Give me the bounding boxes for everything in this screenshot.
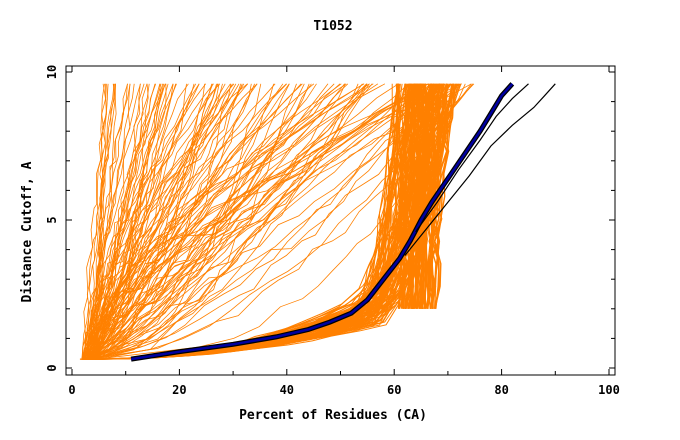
model-curve bbox=[85, 83, 242, 360]
model-curve bbox=[84, 83, 237, 360]
reference-curve-1 bbox=[404, 83, 556, 256]
model-curve bbox=[82, 83, 435, 360]
x-tick-label: 80 bbox=[494, 383, 508, 397]
highlighted-model-lines bbox=[130, 82, 556, 362]
model-curve bbox=[88, 83, 174, 360]
model-curve bbox=[405, 83, 421, 309]
model-curve bbox=[96, 83, 232, 360]
model-curve bbox=[82, 83, 145, 360]
x-tick-label: 40 bbox=[280, 383, 294, 397]
model-curve bbox=[88, 83, 156, 360]
model-curve bbox=[92, 83, 373, 360]
model-curve bbox=[89, 83, 148, 360]
y-axis-label: Distance Cutoff, A bbox=[20, 161, 35, 302]
x-tick-label: 100 bbox=[598, 383, 620, 397]
highlighted-curve bbox=[130, 82, 514, 361]
x-tick-label: 20 bbox=[172, 383, 186, 397]
y-tick-label: 5 bbox=[45, 216, 59, 223]
x-tick-label: 0 bbox=[68, 383, 75, 397]
model-curve bbox=[98, 83, 370, 360]
model-curve bbox=[81, 83, 367, 360]
model-curve bbox=[82, 83, 115, 360]
model-curve bbox=[96, 83, 472, 360]
model-curve bbox=[429, 83, 446, 309]
model-curve bbox=[81, 83, 108, 360]
model-curve bbox=[92, 83, 107, 360]
model-curve bbox=[94, 83, 169, 360]
model-curve bbox=[93, 83, 135, 360]
model-curve bbox=[91, 83, 460, 360]
model-curve bbox=[88, 83, 214, 360]
model-curve bbox=[95, 83, 235, 360]
model-curve bbox=[397, 83, 411, 309]
model-curve bbox=[82, 83, 416, 360]
model-curve bbox=[92, 83, 165, 360]
model-curve bbox=[96, 83, 346, 360]
model-curve bbox=[89, 83, 255, 360]
model-curve bbox=[96, 83, 345, 360]
model-curve bbox=[82, 83, 305, 360]
x-tick-label: 60 bbox=[387, 383, 401, 397]
y-tick-label: 10 bbox=[45, 65, 59, 79]
model-curve bbox=[94, 83, 258, 360]
reference-curve-2 bbox=[415, 83, 529, 233]
model-curve bbox=[404, 83, 422, 309]
model-curve bbox=[82, 83, 303, 360]
model-curve bbox=[91, 83, 310, 360]
model-curve bbox=[92, 83, 262, 360]
model-curve bbox=[99, 83, 149, 360]
model-curve bbox=[96, 83, 162, 360]
chart-title: T1052 bbox=[313, 19, 352, 34]
model-curve bbox=[89, 83, 290, 360]
model-curve bbox=[93, 83, 220, 360]
model-curve bbox=[90, 83, 315, 360]
model-curve bbox=[418, 83, 432, 309]
model-curve bbox=[426, 83, 441, 309]
model-curve bbox=[95, 83, 409, 360]
background-model-lines bbox=[79, 83, 475, 360]
model-curve bbox=[406, 83, 428, 309]
axes: 0 20 40 60 80 100 0 5 10 bbox=[45, 65, 620, 397]
x-axis-label: Percent of Residues (CA) bbox=[239, 408, 427, 423]
model-curve bbox=[98, 83, 200, 360]
model-curve bbox=[419, 83, 440, 309]
model-curve bbox=[88, 83, 349, 360]
model-curve bbox=[95, 83, 399, 360]
model-curve bbox=[91, 83, 329, 360]
model-curve bbox=[90, 83, 437, 360]
model-curve bbox=[415, 83, 429, 309]
y-tick-label: 0 bbox=[45, 364, 59, 371]
model-curve bbox=[87, 83, 243, 360]
model-curve bbox=[83, 83, 207, 360]
model-curve bbox=[95, 83, 363, 360]
model-curve bbox=[410, 83, 425, 309]
